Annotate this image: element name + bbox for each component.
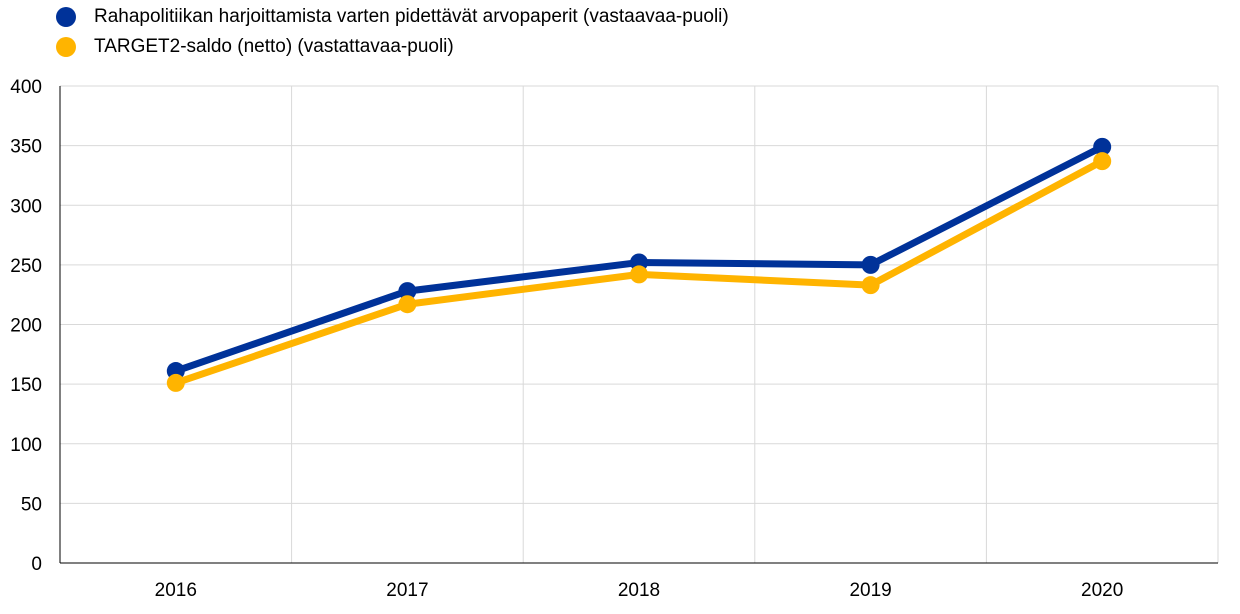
legend-item-target2: TARGET2-saldo (netto) (vastattavaa-puoli… <box>56 32 729 62</box>
y-tick-label: 200 <box>10 316 42 337</box>
legend-marker-target2 <box>56 37 76 57</box>
axes: 0 50 100 150 200 250 300 350 400 2016 2017 2018 2019… <box>10 77 1218 601</box>
y-tick-label: 0 <box>31 554 42 575</box>
x-tick-label: 2018 <box>618 580 660 601</box>
legend-label-target2: TARGET2-saldo (netto) (vastattavaa-puoli… <box>94 36 454 57</box>
data-point <box>861 255 880 274</box>
legend-item-securities: Rahapolitiikan harjoittamista varten pid… <box>56 2 729 32</box>
y-tick-label: 300 <box>10 196 42 217</box>
series <box>166 137 1112 392</box>
y-tick-label: 350 <box>10 137 42 158</box>
x-tick-label: 2020 <box>1081 580 1123 601</box>
x-tick-label: 2019 <box>849 580 891 601</box>
data-point <box>398 282 417 301</box>
data-point <box>861 276 880 295</box>
y-tick-label: 100 <box>10 435 42 456</box>
legend-marker-securities <box>56 7 76 27</box>
x-tick-label: 2016 <box>155 580 197 601</box>
x-tick-label: 2017 <box>386 580 428 601</box>
grid <box>60 85 1219 563</box>
data-point <box>630 265 648 284</box>
data-point <box>398 295 417 314</box>
data-point <box>166 373 185 392</box>
legend-label-securities: Rahapolitiikan harjoittamista varten pid… <box>94 6 729 27</box>
legend: Rahapolitiikan harjoittamista varten pid… <box>56 2 729 62</box>
data-point <box>1093 137 1112 156</box>
y-tick-label: 400 <box>10 77 42 98</box>
y-tick-label: 250 <box>10 256 42 277</box>
y-tick-label: 150 <box>10 375 42 396</box>
y-tick-label: 50 <box>21 494 42 515</box>
data-point <box>1093 152 1112 171</box>
